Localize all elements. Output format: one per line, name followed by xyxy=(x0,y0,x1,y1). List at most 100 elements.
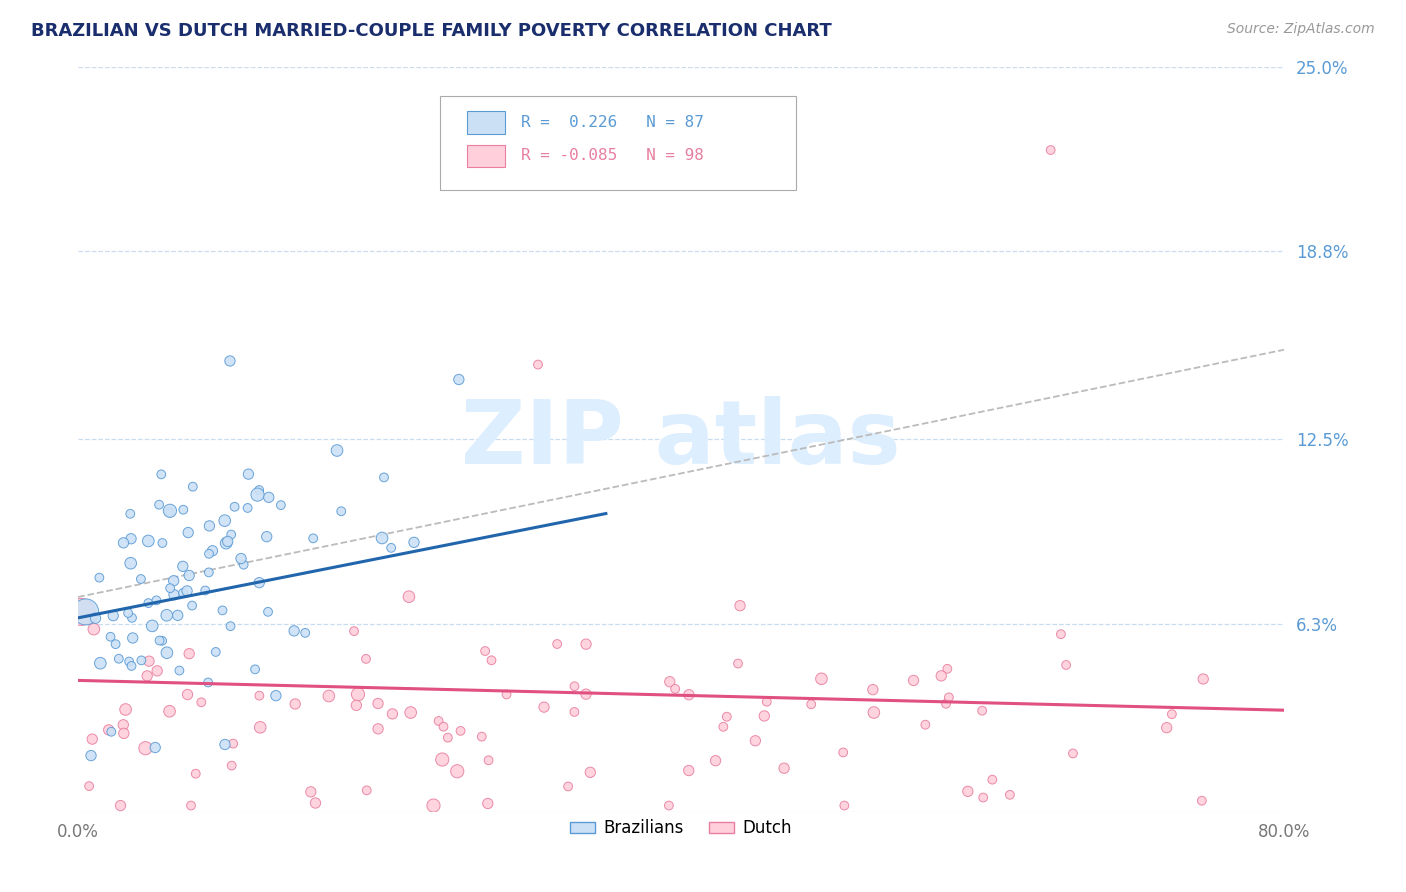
Point xyxy=(354,652,377,666)
Point xyxy=(141,619,163,633)
Point xyxy=(678,688,700,702)
Point xyxy=(198,547,221,561)
Point xyxy=(343,624,366,639)
Point xyxy=(432,752,454,766)
Point xyxy=(169,664,191,678)
Point xyxy=(257,491,280,505)
Point xyxy=(1054,657,1077,672)
Point xyxy=(77,779,100,793)
Point xyxy=(120,556,142,570)
Point xyxy=(800,698,823,712)
Point xyxy=(118,655,141,669)
Point xyxy=(755,695,778,709)
Point xyxy=(190,695,212,709)
Point xyxy=(82,732,104,747)
Point xyxy=(163,574,186,588)
Point xyxy=(129,572,152,586)
Point xyxy=(474,644,496,658)
Point xyxy=(238,467,260,482)
Point xyxy=(1192,672,1215,686)
Point xyxy=(148,498,170,512)
Point xyxy=(117,606,139,620)
Point xyxy=(112,726,135,740)
Point xyxy=(120,532,142,546)
Text: ZIP atlas: ZIP atlas xyxy=(461,395,901,483)
Point xyxy=(380,541,402,555)
Point xyxy=(998,788,1021,802)
Legend: Brazilians, Dutch: Brazilians, Dutch xyxy=(564,813,799,844)
Point xyxy=(450,723,472,738)
Point xyxy=(159,704,181,718)
Point xyxy=(219,619,242,633)
Point xyxy=(658,798,681,813)
Point xyxy=(104,637,127,651)
Point xyxy=(533,700,555,714)
Point xyxy=(70,605,93,619)
Text: BRAZILIAN VS DUTCH MARRIED-COUPLE FAMILY POVERTY CORRELATION CHART: BRAZILIAN VS DUTCH MARRIED-COUPLE FAMILY… xyxy=(31,22,832,40)
Point xyxy=(249,720,271,734)
Point xyxy=(744,733,766,747)
Point xyxy=(163,588,186,602)
Point xyxy=(121,611,143,625)
Point xyxy=(214,514,236,528)
Point xyxy=(579,765,602,780)
Point xyxy=(201,543,224,558)
Point xyxy=(446,764,468,779)
Text: R = -0.085   N = 98: R = -0.085 N = 98 xyxy=(520,148,703,163)
Point xyxy=(326,443,349,458)
Point xyxy=(936,662,959,676)
Point xyxy=(754,709,776,723)
Point xyxy=(215,536,238,550)
Point xyxy=(664,681,686,696)
Point xyxy=(97,723,120,737)
Point xyxy=(247,483,270,497)
Point xyxy=(243,662,266,676)
Point xyxy=(131,653,153,667)
Point xyxy=(232,558,254,572)
Point xyxy=(938,690,960,705)
Point xyxy=(184,766,207,780)
Point xyxy=(402,535,425,549)
Point xyxy=(110,798,132,813)
Point xyxy=(80,748,103,763)
Point xyxy=(1062,747,1084,761)
Point xyxy=(356,783,378,797)
Point xyxy=(972,790,994,805)
Point xyxy=(152,536,174,550)
Point xyxy=(367,697,389,711)
Point xyxy=(302,532,325,546)
Point xyxy=(728,599,751,613)
Point xyxy=(399,706,422,720)
Point xyxy=(83,622,105,636)
Point xyxy=(204,645,226,659)
Point xyxy=(575,637,598,651)
Point xyxy=(229,551,252,566)
Point xyxy=(100,630,122,644)
Point xyxy=(294,625,316,640)
Point xyxy=(145,593,167,607)
Point xyxy=(270,498,292,512)
Point xyxy=(264,689,287,703)
Point xyxy=(527,358,550,372)
Point xyxy=(299,785,322,799)
Point xyxy=(256,530,278,544)
Point xyxy=(373,470,395,484)
Point xyxy=(224,500,246,514)
Point xyxy=(159,581,181,595)
Text: Source: ZipAtlas.com: Source: ZipAtlas.com xyxy=(1227,22,1375,37)
Point xyxy=(181,599,204,613)
Point xyxy=(134,741,156,756)
Point xyxy=(214,738,236,752)
Point xyxy=(103,608,125,623)
Point xyxy=(181,480,204,494)
Point xyxy=(495,688,517,702)
Point xyxy=(716,710,738,724)
Point xyxy=(257,605,280,619)
Point xyxy=(711,720,734,734)
Point xyxy=(136,533,159,548)
Point xyxy=(172,586,194,600)
Point xyxy=(318,689,340,703)
Point xyxy=(330,504,353,518)
FancyBboxPatch shape xyxy=(467,145,505,167)
Point xyxy=(247,689,270,703)
